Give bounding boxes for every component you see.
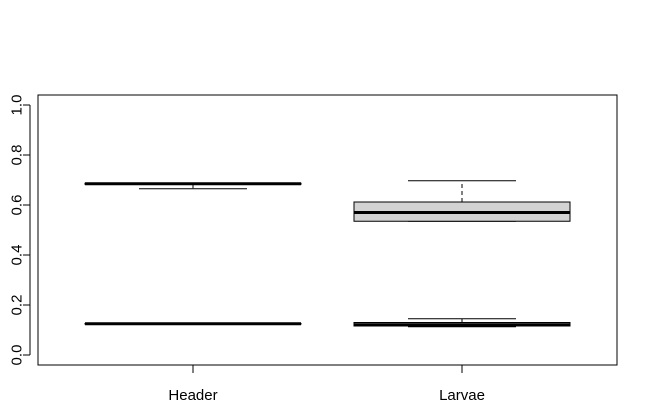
plot-frame <box>37 94 618 366</box>
y-tick-label: 0.0 <box>9 345 26 366</box>
y-tick-label: 0.8 <box>9 145 26 166</box>
y-tick-label: 0.4 <box>9 245 26 266</box>
y-tick-label: 0.2 <box>9 295 26 316</box>
box-group-larvae <box>353 180 571 328</box>
x-axis: Header Larvae <box>168 365 485 403</box>
box-group-header <box>84 182 302 326</box>
y-tick-label: 0.6 <box>9 195 26 216</box>
y-axis: 0.0 0.2 0.4 0.6 0.8 1.0 <box>9 95 31 366</box>
box-groups <box>84 180 571 328</box>
y-tick-label: 1.0 <box>9 95 26 116</box>
x-tick-label: Header <box>168 387 217 403</box>
x-tick-label: Larvae <box>439 387 485 403</box>
